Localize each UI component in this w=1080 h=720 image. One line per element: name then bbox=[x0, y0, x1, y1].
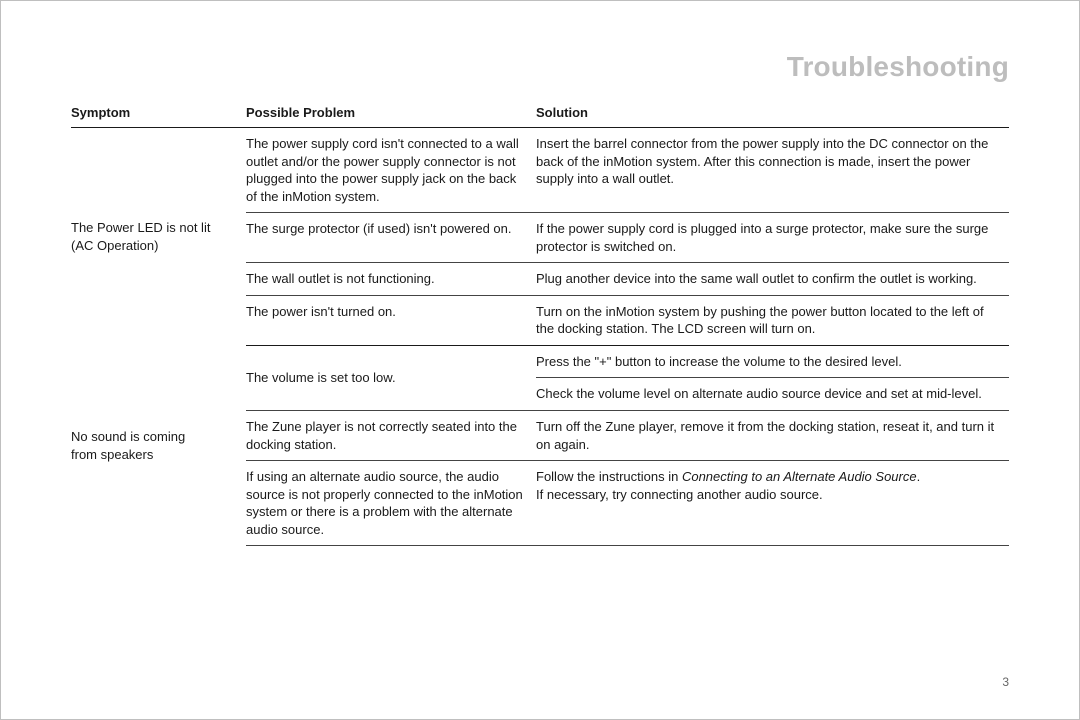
table-row: No sound is coming from speakers The vol… bbox=[71, 345, 1009, 378]
symptom-text-line2: from speakers bbox=[71, 447, 153, 462]
problem-cell: The power isn't turned on. bbox=[246, 295, 536, 345]
solution-cell: Check the volume level on alternate audi… bbox=[536, 378, 1009, 411]
solution-cell: Turn on the inMotion system by pushing t… bbox=[536, 295, 1009, 345]
table-row: The Power LED is not lit (AC Operation) … bbox=[71, 128, 1009, 213]
solution-text-line2: If necessary, try connecting another aud… bbox=[536, 487, 823, 502]
symptom-cell: The Power LED is not lit (AC Operation) bbox=[71, 128, 246, 346]
solution-cell: Insert the barrel connector from the pow… bbox=[536, 128, 1009, 213]
symptom-text-line1: The Power LED is not lit bbox=[71, 220, 210, 235]
problem-cell: The Zune player is not correctly seated … bbox=[246, 411, 536, 461]
col-symptom-header: Symptom bbox=[71, 101, 246, 128]
symptom-cell: No sound is coming from speakers bbox=[71, 345, 246, 545]
troubleshooting-table: Symptom Possible Problem Solution The Po… bbox=[71, 101, 1009, 546]
symptom-text-line2: (AC Operation) bbox=[71, 238, 158, 253]
solution-cell: Follow the instructions in Connecting to… bbox=[536, 461, 1009, 546]
col-problem-header: Possible Problem bbox=[246, 101, 536, 128]
problem-cell: If using an alternate audio source, the … bbox=[246, 461, 536, 546]
manual-page: Troubleshooting Symptom Possible Problem… bbox=[0, 0, 1080, 720]
solution-cell: If the power supply cord is plugged into… bbox=[536, 213, 1009, 263]
page-number: 3 bbox=[1002, 675, 1009, 689]
symptom-text-line1: No sound is coming bbox=[71, 429, 185, 444]
solution-cell: Plug another device into the same wall o… bbox=[536, 263, 1009, 296]
page-title: Troubleshooting bbox=[71, 51, 1009, 83]
solution-cell: Turn off the Zune player, remove it from… bbox=[536, 411, 1009, 461]
solution-italic-ref: Connecting to an Alternate Audio Source bbox=[682, 469, 917, 484]
problem-cell: The volume is set too low. bbox=[246, 345, 536, 410]
problem-cell: The surge protector (if used) isn't powe… bbox=[246, 213, 536, 263]
solution-text-pre: Follow the instructions in bbox=[536, 469, 682, 484]
solution-text-post: . bbox=[917, 469, 921, 484]
problem-cell: The wall outlet is not functioning. bbox=[246, 263, 536, 296]
table-header-row: Symptom Possible Problem Solution bbox=[71, 101, 1009, 128]
solution-cell: Press the "+" button to increase the vol… bbox=[536, 345, 1009, 378]
col-solution-header: Solution bbox=[536, 101, 1009, 128]
problem-cell: The power supply cord isn't connected to… bbox=[246, 128, 536, 213]
